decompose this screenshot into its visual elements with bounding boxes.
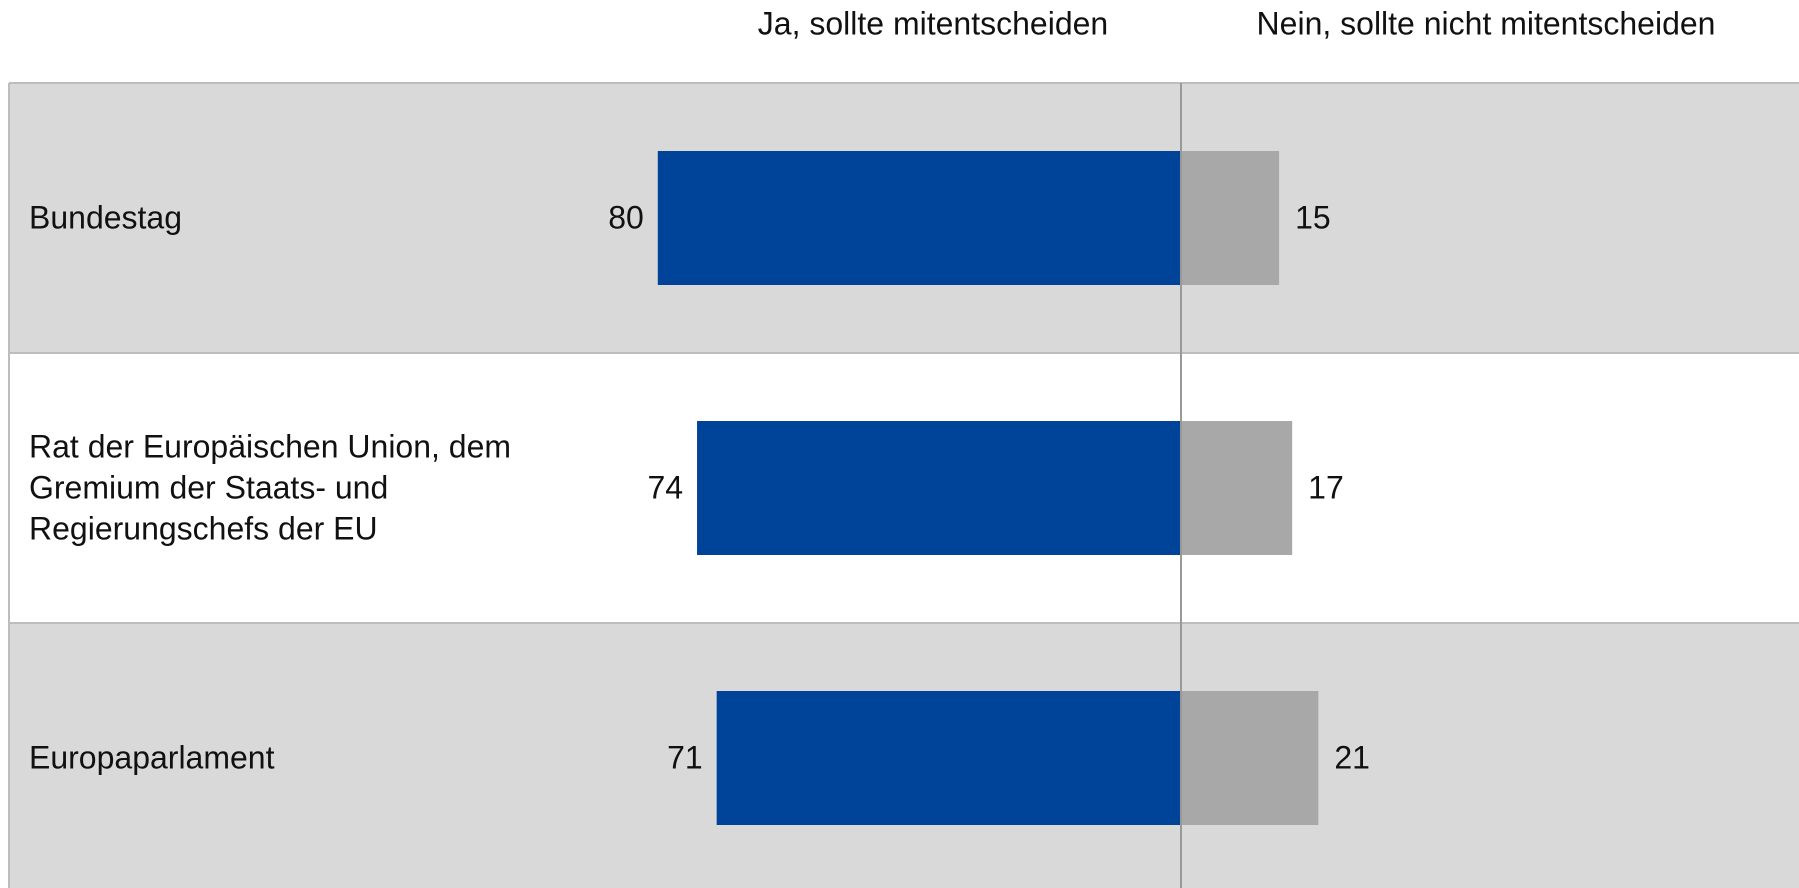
bar — [1181, 691, 1319, 825]
legend-label: Nein, sollte nicht mitentscheiden — [1257, 5, 1716, 41]
value-label: 80 — [608, 199, 644, 235]
category-label: Bundestag — [29, 199, 183, 236]
value-label: 21 — [1334, 739, 1370, 775]
category-label: Rat der Europäischen Union, dem Gremium … — [29, 428, 512, 547]
value-label: 17 — [1308, 469, 1344, 505]
bar — [657, 151, 1181, 285]
value-label: 74 — [647, 469, 683, 505]
legend-label: Ja, sollte mitentscheiden — [758, 5, 1108, 41]
category-label: Europaparlament — [29, 739, 275, 776]
value-label: 71 — [667, 739, 703, 775]
value-label: 15 — [1295, 199, 1331, 235]
bar — [697, 421, 1181, 555]
bar — [716, 691, 1181, 825]
bar — [1181, 151, 1280, 285]
bar — [1181, 421, 1293, 555]
